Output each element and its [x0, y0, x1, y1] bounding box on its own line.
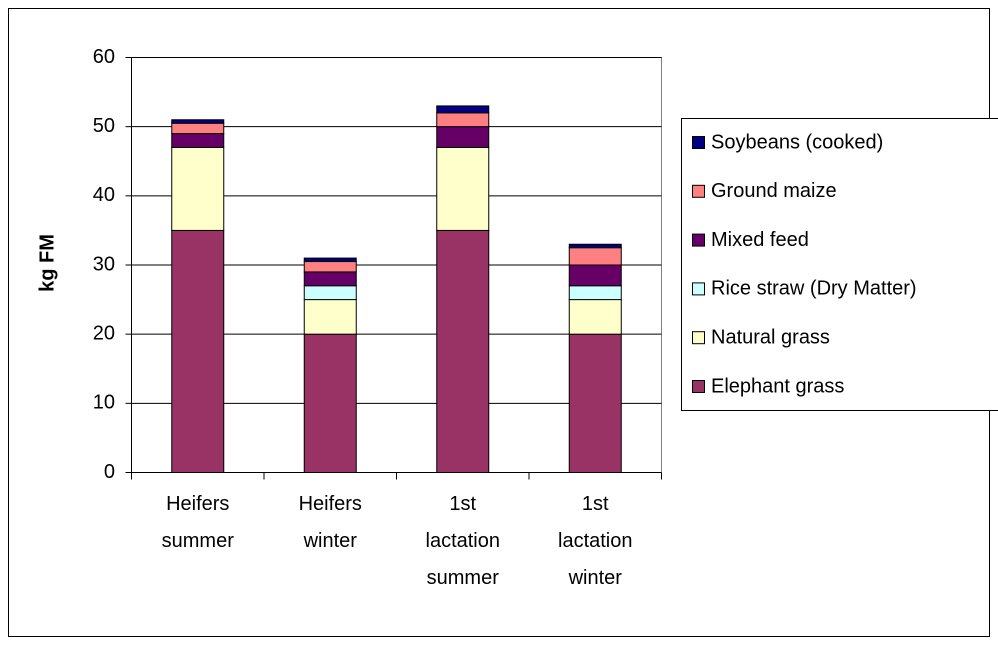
y-tick-label: 30 [93, 253, 115, 275]
bar-segment [171, 119, 225, 124]
x-tick-label: Heifers winter [298, 493, 362, 552]
legend-swatch [692, 380, 705, 393]
x-tick-label: Heifers summer [161, 493, 234, 552]
y-tick-label: 40 [93, 184, 115, 206]
legend-label: Rice straw (Dry Matter) [711, 278, 917, 300]
bar-segment [303, 333, 357, 473]
y-tick-label: 50 [93, 115, 115, 137]
legend-swatch [692, 184, 705, 198]
bar-segment [171, 229, 225, 473]
bar-segment [436, 146, 490, 231]
bar-segment [568, 333, 622, 473]
bar-segment [303, 299, 357, 335]
x-tick-label: 1st lactation summer [425, 493, 501, 589]
legend-swatch [692, 136, 705, 149]
legend-label: Ground maize [711, 180, 837, 202]
bar-segment [568, 264, 622, 287]
bar-segment [568, 285, 622, 301]
y-tick-label: 20 [93, 322, 115, 344]
legend-swatch [692, 331, 705, 345]
bar-segment [303, 271, 357, 287]
bar-segment [436, 112, 490, 128]
legend-label: Natural grass [711, 326, 830, 348]
legend-swatch [692, 233, 705, 247]
bar-segment [568, 243, 622, 249]
legend-label: Elephant grass [711, 375, 844, 397]
y-tick-label: 0 [104, 461, 115, 483]
legend-label: Mixed feed [711, 229, 809, 251]
bar-segment [171, 133, 225, 148]
bar-segment [171, 122, 225, 135]
legend-swatch [692, 282, 705, 296]
bar-segment [171, 146, 225, 231]
legend-label: Soybeans (cooked) [711, 131, 883, 153]
bar-segment [568, 299, 622, 335]
legend-box [681, 118, 998, 411]
bar-segment [303, 257, 357, 263]
x-tick-label: 1st lactation winter [558, 493, 633, 589]
y-axis-title: kg FM [36, 234, 58, 292]
bar-segment [303, 285, 357, 301]
bar-segment [436, 229, 490, 473]
bar-segment [568, 247, 622, 266]
bar-segment [436, 105, 490, 114]
bar-segment [303, 261, 357, 273]
bar-segment [436, 126, 490, 148]
y-tick-label: 60 [93, 46, 115, 68]
y-tick-label: 10 [93, 392, 115, 414]
